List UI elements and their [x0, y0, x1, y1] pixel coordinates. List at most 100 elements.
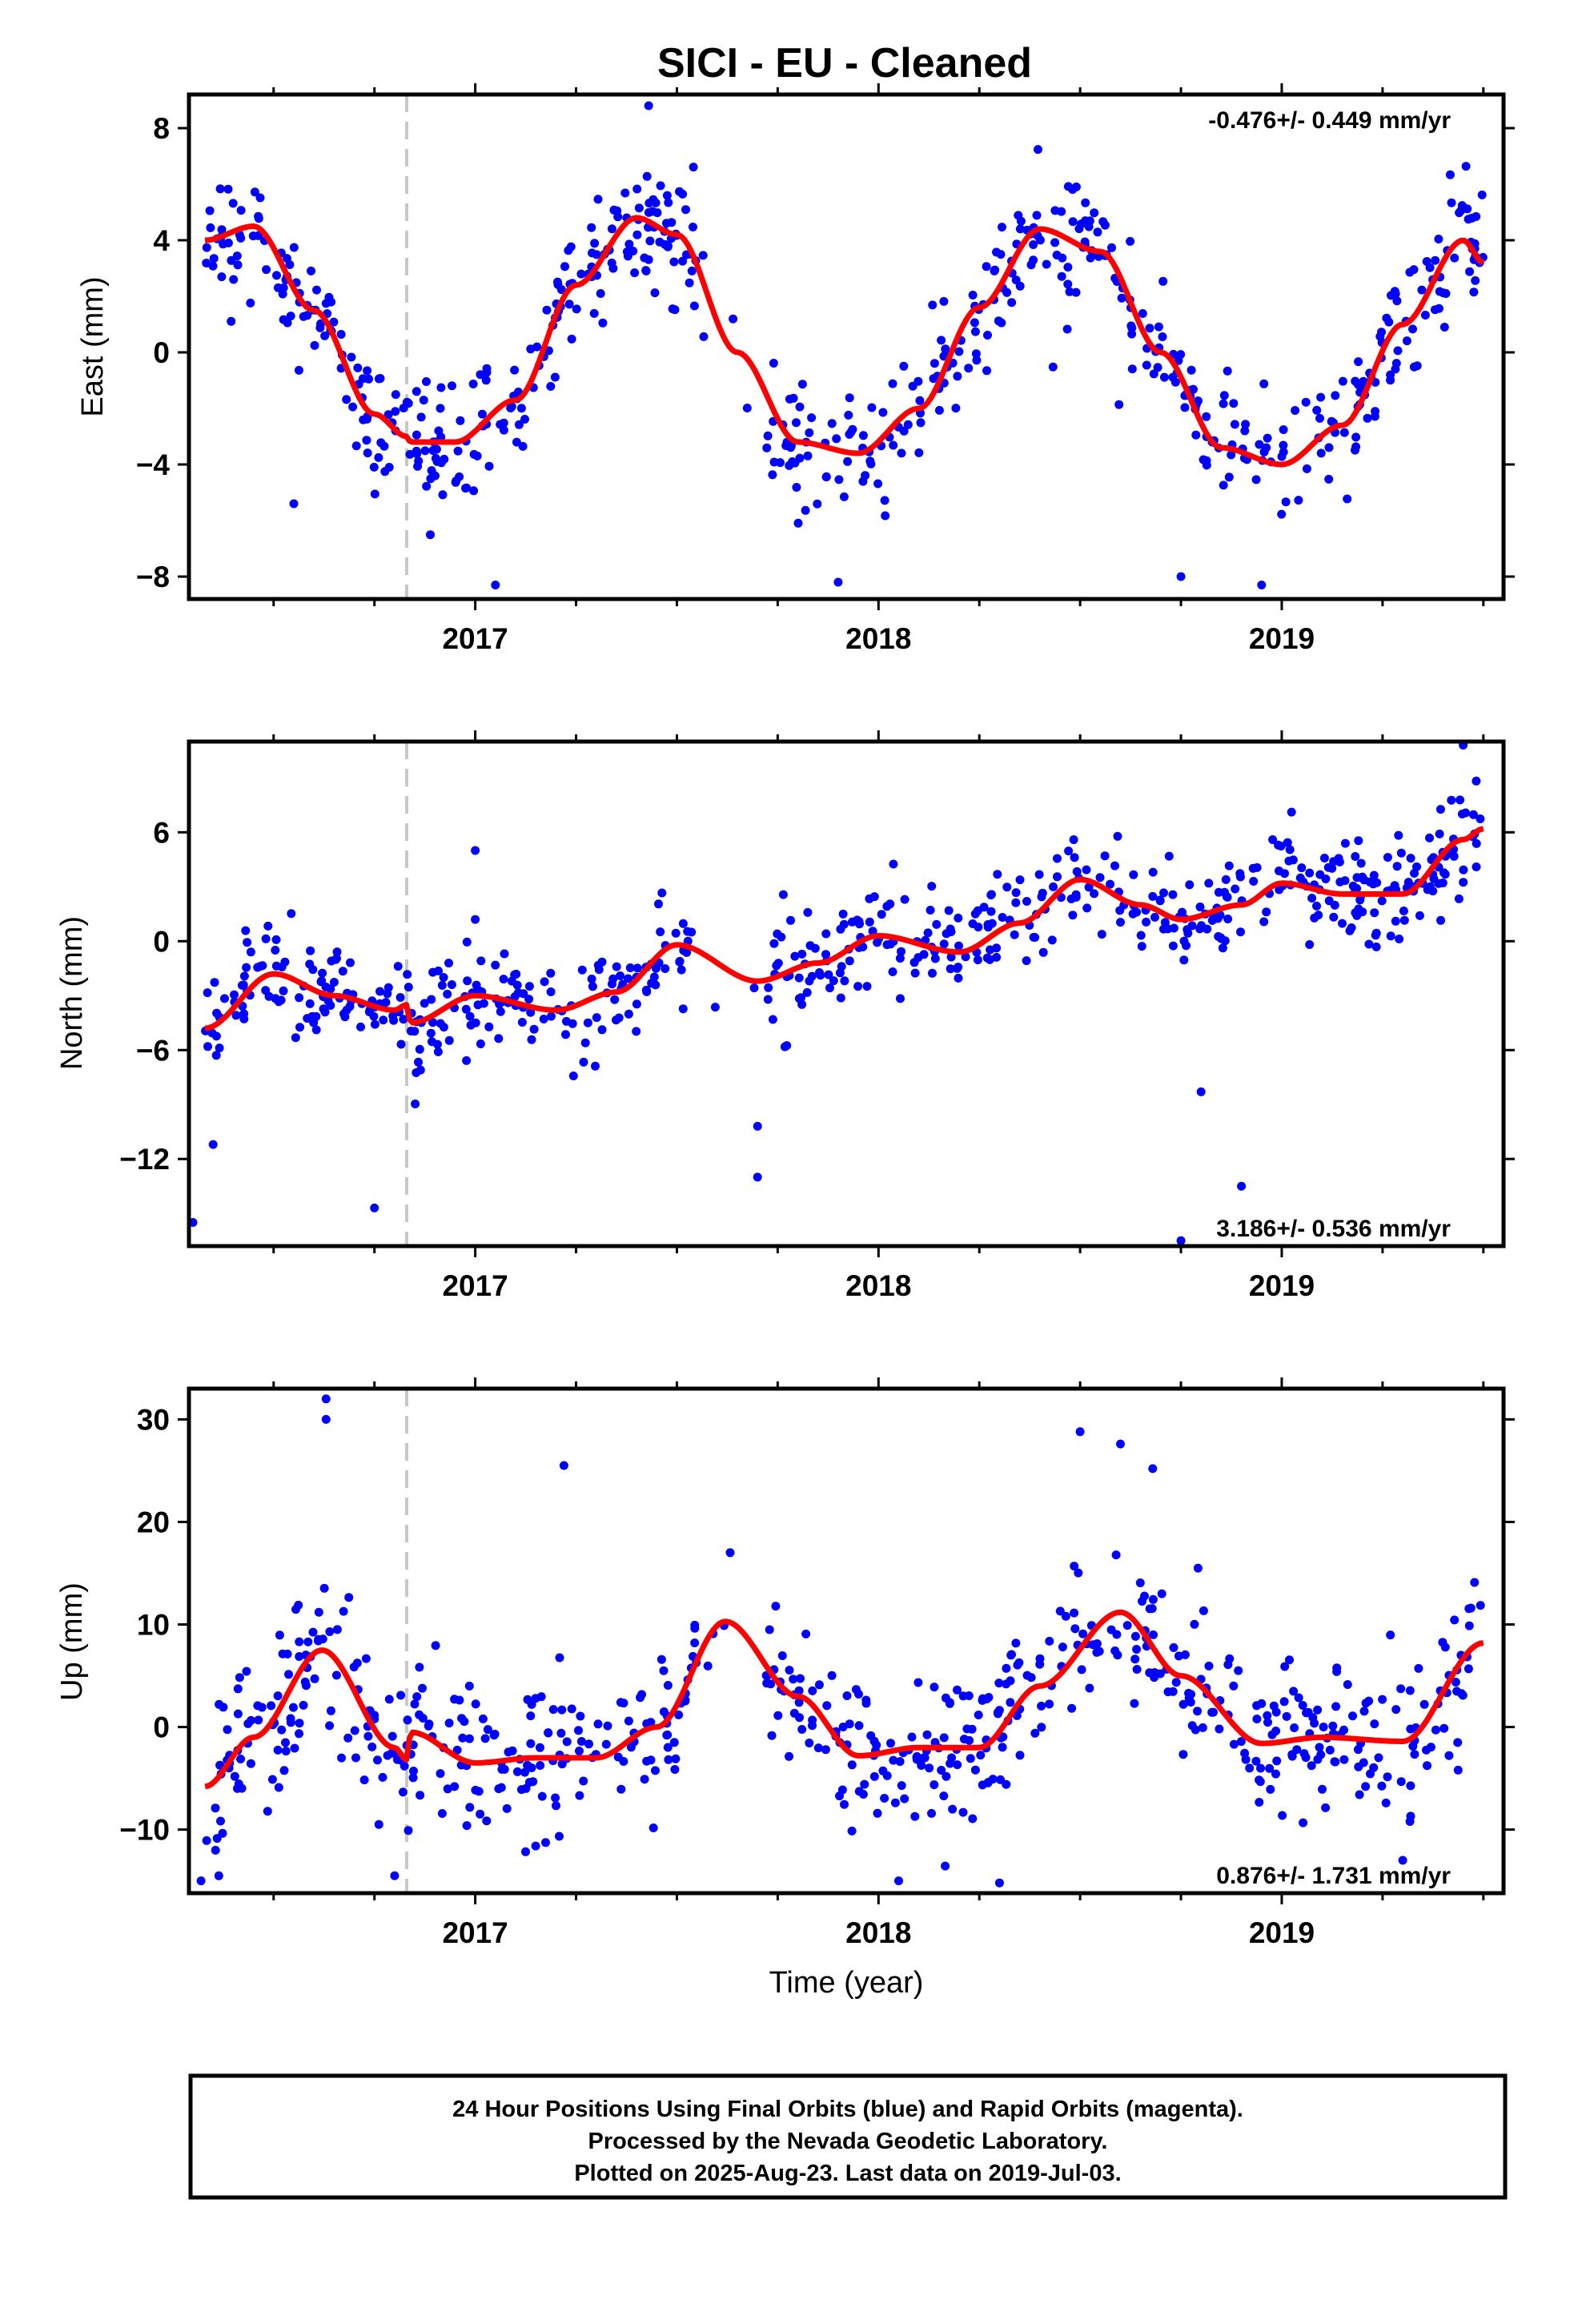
up-point — [1458, 1691, 1468, 1700]
east-point — [1223, 366, 1232, 376]
north-point — [1476, 814, 1485, 823]
east-point — [481, 376, 491, 385]
east-point — [254, 211, 263, 221]
north-point — [399, 1015, 408, 1024]
north-point — [1391, 916, 1400, 926]
north-point — [462, 1055, 472, 1065]
north-point — [1354, 836, 1363, 846]
east-point — [1074, 224, 1084, 234]
up-point — [1422, 1745, 1431, 1755]
north-point — [207, 1028, 217, 1038]
north-point — [1392, 862, 1402, 871]
north-point — [1231, 884, 1240, 894]
up-point — [1328, 1721, 1338, 1731]
north-point — [345, 1002, 355, 1011]
north-point — [588, 982, 597, 991]
north-point — [824, 970, 833, 979]
up-point — [1204, 1661, 1214, 1671]
north-point — [1268, 835, 1278, 844]
north-point — [277, 963, 287, 971]
east-ytick-label: 4 — [153, 224, 170, 257]
up-point — [1198, 1723, 1207, 1732]
east-point — [329, 317, 339, 327]
up-point — [504, 1747, 513, 1757]
north-point — [961, 952, 970, 962]
north-point — [1356, 858, 1366, 868]
north-point — [1312, 901, 1321, 911]
up-point — [291, 1605, 300, 1614]
east-point — [596, 289, 605, 298]
east-plot-area — [202, 94, 1488, 599]
east-point — [1015, 281, 1025, 291]
north-point — [683, 927, 693, 936]
north-point — [1100, 851, 1110, 861]
up-point — [1111, 1550, 1121, 1560]
east-point — [620, 188, 630, 198]
up-point — [1171, 1678, 1181, 1687]
north-point — [946, 927, 956, 936]
north-point — [1072, 866, 1082, 876]
east-point — [990, 265, 1000, 275]
east-point — [897, 448, 906, 458]
up-point — [930, 1683, 939, 1692]
east-point — [1315, 413, 1324, 423]
east-point — [1412, 361, 1422, 371]
up-point — [215, 1760, 225, 1770]
up-point — [1116, 1439, 1125, 1449]
up-point — [1045, 1699, 1054, 1709]
up-plot-area — [196, 1389, 1485, 1893]
east-point — [664, 198, 673, 207]
north-point — [1415, 911, 1424, 920]
east-point — [1127, 364, 1137, 374]
east-point — [1301, 397, 1311, 407]
north-point — [1472, 776, 1481, 786]
north-point — [546, 987, 556, 996]
north-point — [1383, 853, 1392, 862]
north-point — [1274, 840, 1283, 850]
east-point — [954, 347, 964, 356]
north-point — [838, 909, 848, 919]
up-point — [648, 1823, 658, 1832]
up-point — [1381, 1798, 1391, 1807]
up-point — [1396, 1684, 1406, 1694]
up-point — [789, 1675, 798, 1684]
up-point — [1026, 1673, 1036, 1683]
north-point — [786, 915, 795, 925]
north-point — [433, 1047, 443, 1056]
up-point — [331, 1671, 341, 1680]
north-point — [1150, 912, 1159, 922]
east-point — [888, 379, 897, 388]
north-point — [279, 986, 288, 995]
up-point — [1377, 1781, 1387, 1791]
up-point — [567, 1704, 576, 1714]
east-point — [934, 405, 944, 415]
east-point — [232, 251, 242, 261]
north-point — [1071, 890, 1081, 899]
up-point — [1386, 1630, 1395, 1640]
up-point — [656, 1655, 666, 1664]
up-point — [907, 1732, 917, 1742]
up-point — [1423, 1761, 1431, 1771]
up-point — [295, 1729, 303, 1739]
up-point — [233, 1684, 243, 1694]
east-point — [644, 255, 653, 264]
north-point — [807, 971, 817, 981]
north-point — [954, 913, 963, 923]
east-point — [1316, 392, 1326, 402]
up-point — [808, 1715, 817, 1725]
north-point — [985, 955, 994, 964]
north-point — [986, 907, 996, 916]
north-point — [1064, 846, 1074, 856]
east-rate: -0.476+/- 0.449 mm/yr — [1208, 107, 1451, 134]
east-point — [930, 359, 939, 368]
x-axis-label: Time (year) — [769, 1966, 924, 2000]
north-point — [845, 956, 854, 966]
up-point — [1110, 1646, 1120, 1655]
north-point — [415, 1044, 424, 1054]
up-point — [418, 1683, 427, 1693]
north-point — [393, 962, 403, 971]
east-point — [320, 331, 330, 340]
up-point — [1234, 1666, 1243, 1675]
up-point — [1313, 1705, 1323, 1715]
up-point — [636, 1693, 645, 1703]
